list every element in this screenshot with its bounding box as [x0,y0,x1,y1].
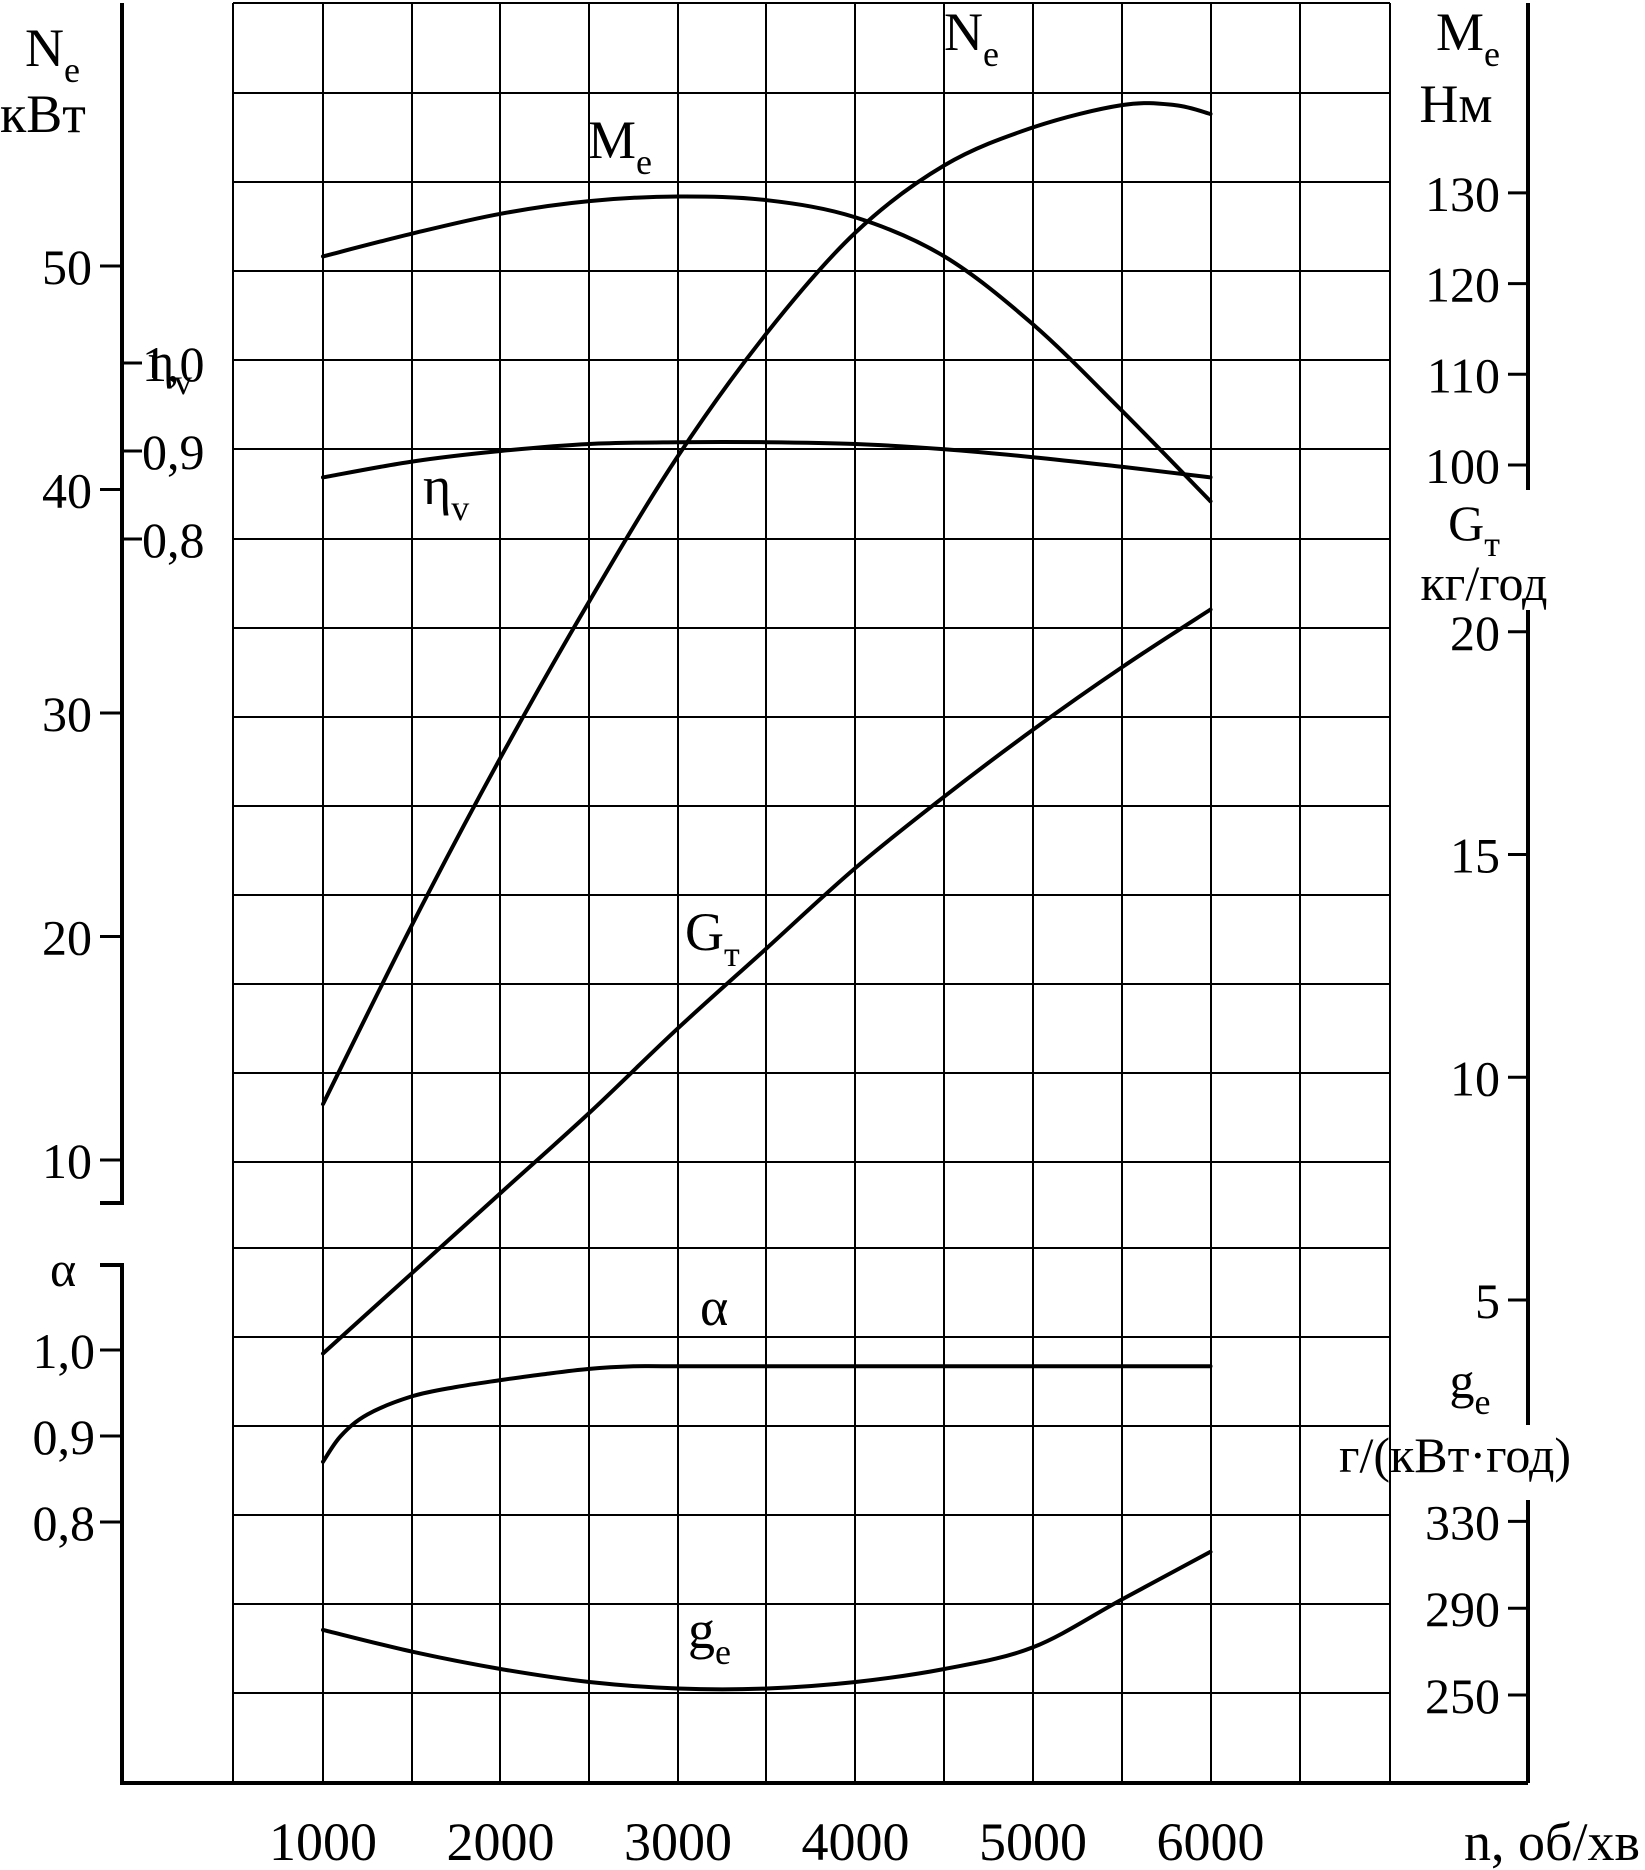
eta-series-label: ηv [423,456,469,528]
eta-tick-label: 0,9 [142,424,205,480]
gt-axis-unit: кг/год [1421,555,1548,611]
axes [100,3,1530,1785]
x-tick-label: 3000 [624,1812,732,1870]
ne-tick-label: 50 [42,239,92,295]
x-tick-label: 2000 [447,1812,555,1870]
ne-tick-label: 40 [42,463,92,519]
ne-axis-line [100,3,124,1205]
ne-series-label: Ne [944,2,999,74]
gt-tick-label: 10 [1450,1050,1500,1106]
me-tick-label: 110 [1427,347,1500,403]
me-tick-label: 100 [1425,438,1500,494]
ge-tick-label: 290 [1425,1581,1500,1637]
me-curve [321,194,1213,504]
gt-tick-label: 5 [1475,1273,1500,1329]
gt-series-label: Gт [685,902,740,974]
ne-tick-label: 10 [42,1133,92,1189]
gt-curve [321,607,1213,1356]
ne-axis-title: Ne [25,18,80,90]
ge-curve [321,1549,1213,1692]
ge-axis-title: ge [1450,1353,1491,1422]
eta-tick-label: 1,0 [142,336,205,392]
x-tick-label: 4000 [802,1812,910,1870]
eta-curve [321,439,1213,480]
alpha-axis-title: α [50,1241,76,1297]
me-tick-label: 130 [1425,166,1500,222]
me-axis-unit: Нм [1419,74,1492,134]
grid [232,2,1391,1783]
me-series-label: Me [588,110,652,182]
alpha-series-label: α [700,1277,728,1337]
x-axis-title: n, об/хв [1464,1812,1640,1870]
curves [321,101,1213,1692]
alpha-tick-label: 0,9 [33,1409,96,1465]
x-tick-label: 6000 [1157,1812,1265,1870]
ge-tick-label: 250 [1425,1668,1500,1724]
ne-tick-label: 20 [42,910,92,966]
alpha-tick-label: 1,0 [33,1323,96,1379]
ne-curve [321,101,1213,1107]
ge-series-label: ge [688,1600,731,1672]
ne-tick-label: 30 [42,686,92,742]
gt-axis-title: Gт [1448,495,1500,564]
me-tick-label: 120 [1425,257,1500,313]
eta-tick-label: 0,8 [142,512,205,568]
alpha-curve [321,1364,1213,1464]
x-tick-label: 5000 [979,1812,1087,1870]
ge-tick-label: 330 [1425,1494,1500,1550]
ne-axis-unit: кВт [0,84,86,144]
me-axis-title: Me [1436,2,1500,74]
alpha-tick-label: 0,8 [33,1495,96,1551]
ge-axis-unit: г/(кВт·год) [1339,1427,1571,1483]
x-tick-label: 1000 [269,1812,377,1870]
eta-axis-title: ηv [148,333,192,402]
alpha-and-x-axis-line [100,1263,1528,1785]
gt-tick-label: 20 [1450,605,1500,661]
gt-tick-label: 15 [1450,828,1500,884]
